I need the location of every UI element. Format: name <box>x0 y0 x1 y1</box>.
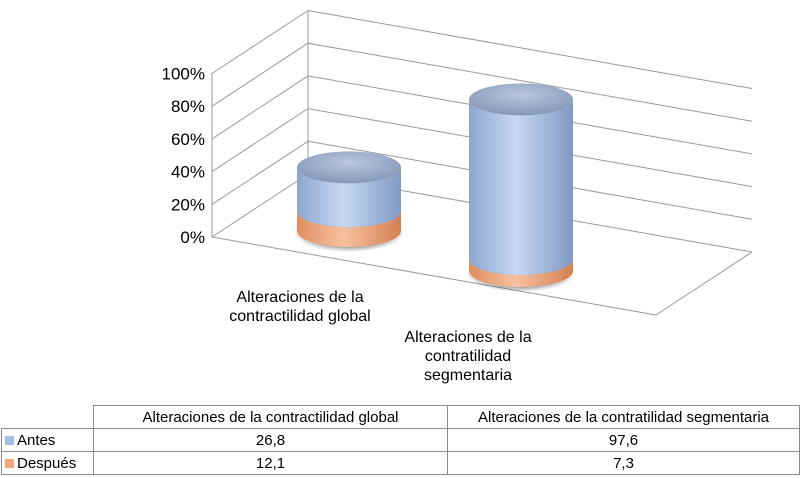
floor-front-edge <box>211 236 753 316</box>
legend-swatch-despues <box>5 458 14 468</box>
legend-entry-despues: Después <box>1 451 94 475</box>
bar-despus-1-body <box>469 259 573 287</box>
table-corner <box>1 405 94 429</box>
bar-despus-0-body <box>297 211 401 247</box>
bar-antes-1-body <box>469 99 573 276</box>
category-axis-labels: Alteraciones de la contractilidad global A… <box>229 289 531 384</box>
bar-despus-1 <box>469 259 573 287</box>
table-header-cell: Alteraciones de la contractilidad global <box>93 405 448 429</box>
gridline <box>211 108 753 188</box>
legend-swatch-antes <box>5 435 14 445</box>
table-cell: 7,3 <box>447 451 800 475</box>
gridline <box>211 75 753 155</box>
legend-entry-antes: Antes <box>1 428 94 452</box>
y-tick-label: 20% <box>171 195 205 214</box>
y-tick-label: 60% <box>171 130 205 149</box>
table-row: Antes 26,8 97,6 <box>1 428 800 452</box>
bar-antes-1 <box>469 99 573 276</box>
y-tick-label: 0% <box>180 228 205 247</box>
bar-top-cap <box>469 83 573 116</box>
category-label: Alteraciones de la contratilidad segmentar… <box>404 329 531 384</box>
bar-despus-0 <box>297 211 401 247</box>
data-table: Alteraciones de la contractilidad global… <box>1 405 800 475</box>
bar-antes-0 <box>297 167 401 228</box>
table-cell: 97,6 <box>447 428 800 452</box>
y-tick-label: 40% <box>171 163 205 182</box>
gridline <box>211 140 753 220</box>
gridlines <box>211 9 753 316</box>
table-header-row: Alteraciones de la contractilidad global… <box>1 405 800 429</box>
chart-area: 0% 20% 40% 60% 80% 100% Alteraciones de la con… <box>162 9 753 384</box>
y-axis-ticks: 0% 20% 40% 60% 80% 100% <box>162 65 205 248</box>
row-label: Después <box>17 454 77 472</box>
category-label: Alteraciones de la contractilidad global <box>229 289 370 325</box>
row-label: Antes <box>17 431 56 449</box>
bar-antes-0-body <box>297 167 401 228</box>
bars <box>294 83 576 292</box>
table-cell: 26,8 <box>93 428 448 452</box>
table-cell: 12,1 <box>93 451 448 475</box>
gridline <box>211 42 753 122</box>
gridline <box>211 9 753 89</box>
y-tick-label: 80% <box>171 97 205 116</box>
bar-top-cap <box>297 151 401 184</box>
table-header-cell: Alteraciones de la contratilidad segment… <box>447 405 800 429</box>
table-row: Después 12,1 7,3 <box>1 451 800 475</box>
y-tick-label: 100% <box>162 65 205 84</box>
